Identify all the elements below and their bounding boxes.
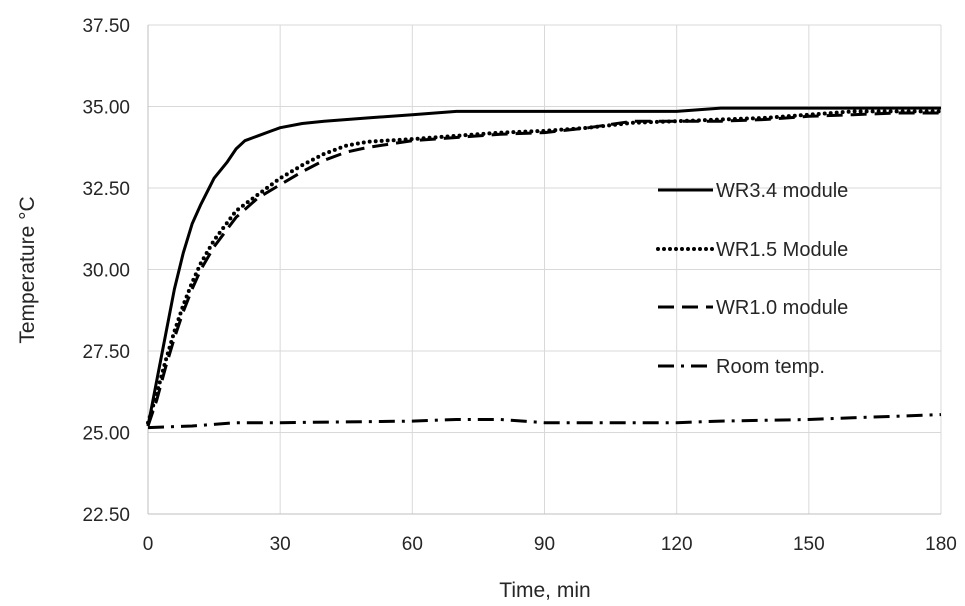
y-tick-label: 27.50 xyxy=(82,342,130,363)
y-tick-label: 25.00 xyxy=(82,424,130,445)
x-tick-label: 0 xyxy=(143,534,154,555)
series-line-4 xyxy=(147,413,942,430)
legend-label: WR1.5 Module xyxy=(716,239,848,261)
legend-label: Room temp. xyxy=(716,356,825,378)
series-line-1 xyxy=(146,106,941,427)
tick-labels: 22.50 25.00 27.50 30.00 32.50 35.00 37.50 0 30 60… xyxy=(82,16,956,555)
x-tick-label: 150 xyxy=(793,534,825,555)
y-tick-label: 37.50 xyxy=(82,16,130,37)
x-tick-label: 30 xyxy=(270,534,291,555)
legend-label: WR1.0 module xyxy=(716,297,848,319)
y-tick-label: 32.50 xyxy=(82,179,130,200)
legend-label: WR3.4 module xyxy=(716,180,848,202)
y-tick-label: 35.00 xyxy=(82,98,130,119)
series-line-3 xyxy=(146,111,941,427)
y-tick-label: 22.50 xyxy=(82,505,130,526)
x-tick-label: 90 xyxy=(534,534,555,555)
series-lines xyxy=(146,106,943,430)
x-tick-label: 60 xyxy=(402,534,423,555)
series-line-2 xyxy=(146,109,943,425)
legend: WR3.4 module WR1.5 Module WR1.0 module Room… xyxy=(656,180,848,378)
y-axis-title: Temperature °C xyxy=(16,196,39,343)
gridlines xyxy=(147,24,942,515)
y-tick-label: 30.00 xyxy=(82,261,130,282)
x-axis-title: Time, min xyxy=(499,579,590,602)
x-tick-label: 120 xyxy=(661,534,693,555)
x-tick-label: 180 xyxy=(925,534,957,555)
